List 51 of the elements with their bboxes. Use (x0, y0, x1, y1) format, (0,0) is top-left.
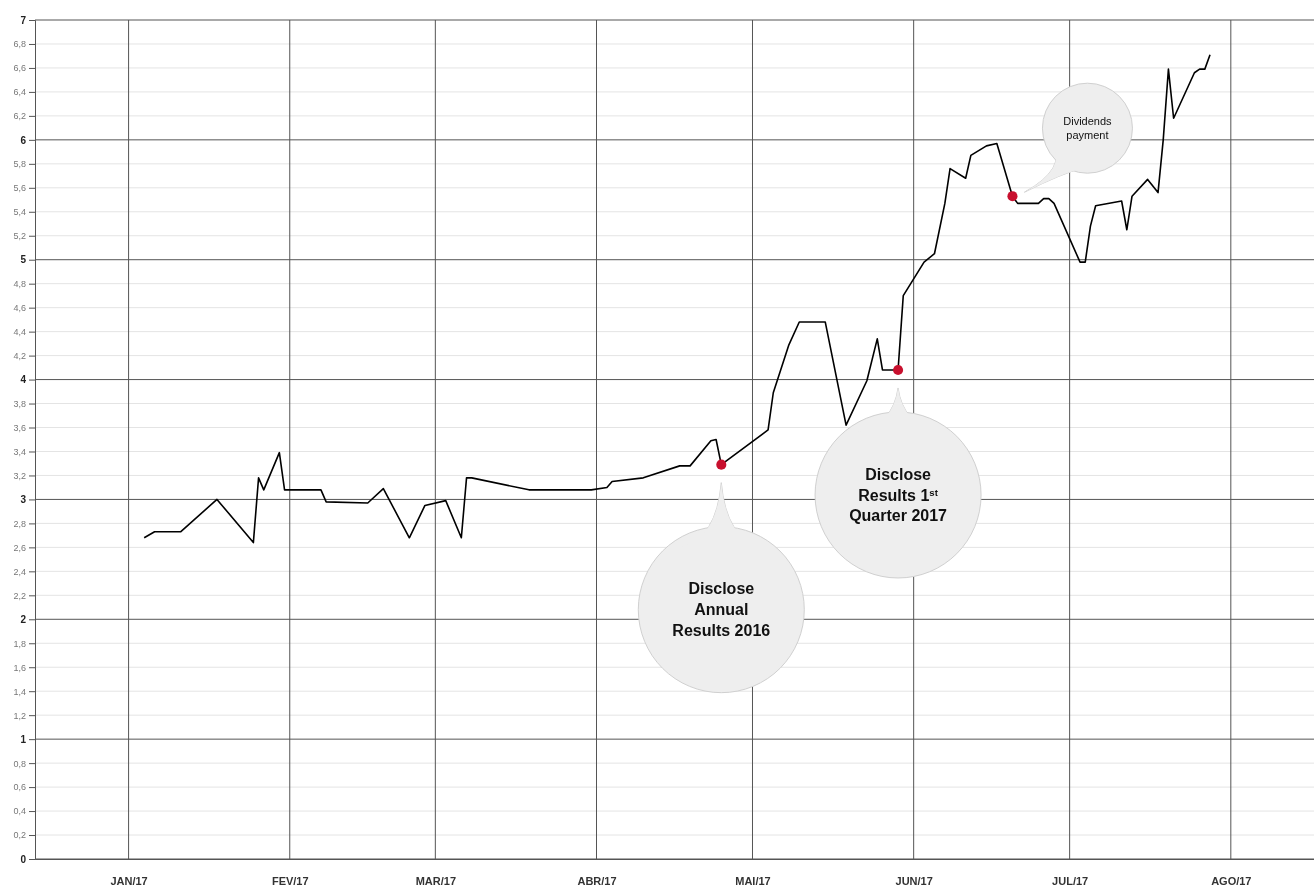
x-tick-label: MAR/17 (415, 874, 457, 887)
y-tick-label: 1,4 (13, 686, 26, 697)
y-tick-label: 0,8 (13, 758, 26, 769)
y-tick-label: 1,2 (13, 710, 26, 721)
y-tick-label: 4 (20, 374, 27, 386)
y-tick-label: 3,4 (13, 446, 26, 457)
y-tick-label: 3,8 (13, 398, 26, 409)
y-tick-label: 6,8 (13, 39, 26, 50)
y-tick-label: 1,6 (13, 662, 26, 673)
y-tick-label: 6 (20, 134, 27, 146)
x-tick-label: JUN/17 (895, 874, 933, 887)
y-tick-label: 6,6 (13, 63, 26, 74)
y-tick-label: 4,2 (13, 350, 26, 361)
x-tick-label: FEV/17 (271, 874, 309, 887)
annotation: Dividends payment (1063, 114, 1113, 142)
y-tick-label: 6,2 (13, 111, 26, 122)
y-tick-label: 5,2 (13, 231, 26, 242)
y-tick-label: 0,2 (13, 830, 26, 841)
point (716, 459, 727, 470)
y-tick-label: 1 (20, 733, 27, 745)
y-tick-label: 6,4 (13, 87, 26, 98)
y-tick-label: 4,4 (13, 327, 26, 338)
x-tick-label: MAI/17 (735, 874, 771, 887)
y-tick-label: 2 (20, 613, 27, 625)
y-tick-label: 5,6 (13, 183, 26, 194)
y-tick-label: 7 (20, 14, 27, 26)
x-tick-label: JUL/17 (1052, 874, 1089, 887)
x-tick-label: JAN/17 (110, 874, 148, 887)
y-tick-label: 0,6 (13, 782, 26, 793)
y-tick-label: 4,6 (13, 303, 26, 314)
y-tick-label: 0 (20, 853, 27, 865)
y-tick-label: 2,6 (13, 542, 26, 553)
y-tick-label: 4,8 (13, 279, 26, 290)
y-tick-label: 1,8 (13, 638, 26, 649)
y-tick-label: 5 (20, 254, 27, 266)
y-tick-label: 2,2 (13, 590, 26, 601)
y-tick-label: 3,2 (13, 470, 26, 481)
annotation: Disclose Results 1$^{st}$ Quarter 2017 (849, 465, 948, 525)
point (893, 364, 904, 376)
y-tick-label: 5,4 (13, 207, 26, 218)
x-tick-label: AGO/17 (1211, 874, 1252, 887)
annotation: Disclose Annual Results 2016 (672, 580, 771, 640)
point (1007, 191, 1018, 202)
y-tick-label: 3,6 (13, 422, 26, 433)
y-tick-label: 2,8 (13, 518, 26, 529)
line-series (143, 53, 1211, 544)
y-tick-label: 3 (20, 494, 27, 506)
x-tick-label: ABR/17 (577, 874, 617, 887)
y-tick-label: 5,8 (13, 159, 26, 170)
y-tick-label: 0,4 (13, 806, 26, 817)
y-tick-label: 2,4 (13, 566, 26, 577)
